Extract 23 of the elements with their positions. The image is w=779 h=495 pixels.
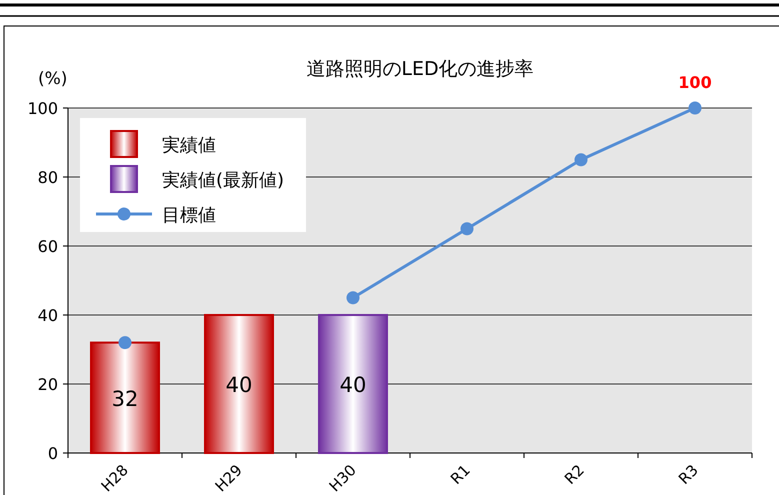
chart-title: 道路照明のLED化の進捗率 [306,58,534,80]
point [118,336,132,350]
x-tick-label: R2 [560,461,588,488]
y-tick-label: 60 [38,237,58,256]
data-label: 40 [226,373,252,397]
data-label: 32 [112,386,138,411]
legend-label: 実績値(最新値) [162,170,284,191]
point [574,153,588,166]
y-tick-label: 80 [38,168,58,187]
x-tick-label: R3 [674,461,702,488]
annotation: 100 [678,73,712,92]
legend-label: 目標値 [162,205,216,226]
point [346,291,360,304]
y-tick-label: 40 [38,306,58,325]
y-tick-label: 0 [48,444,58,463]
y-axis-title: (%) [38,69,68,89]
data-label: 40 [340,373,366,397]
x-tick-label: R1 [446,461,474,488]
legend-label: 実績値 [162,135,216,156]
point [688,102,702,114]
y-tick-label: 100 [27,99,58,118]
y-tick-label: 20 [38,375,58,394]
point [460,222,474,236]
